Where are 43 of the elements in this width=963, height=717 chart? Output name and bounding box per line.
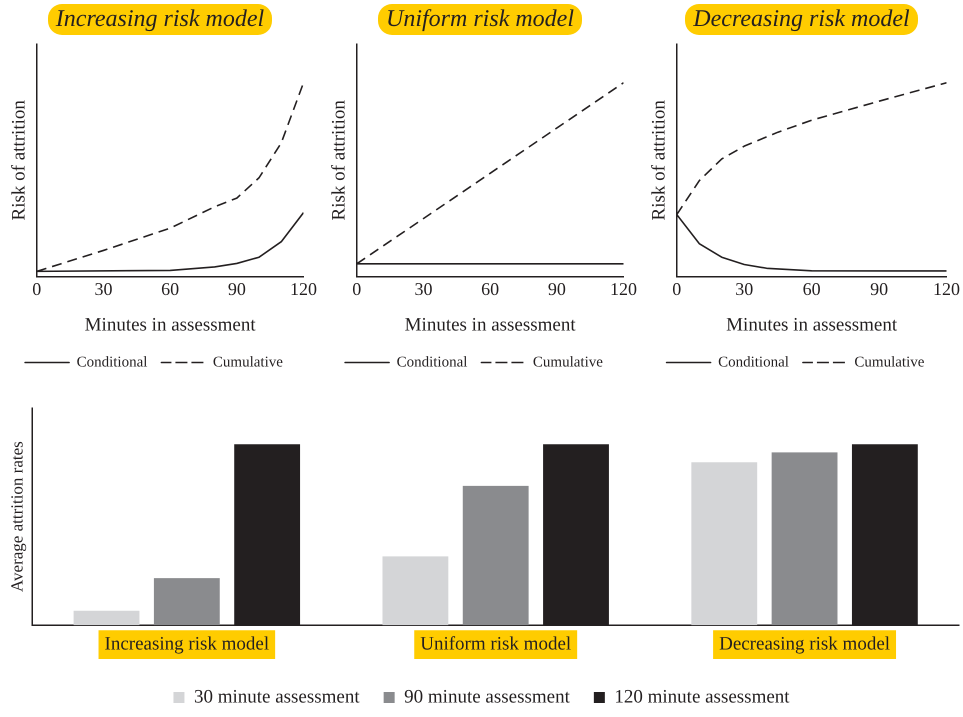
bar <box>154 578 220 626</box>
x-tick-label: 120 <box>933 279 960 300</box>
bar <box>74 610 140 626</box>
legend-label: Cumulative <box>532 354 604 370</box>
chart-title: Decreasing risk model <box>685 4 918 35</box>
x-tick-label: 30 <box>94 279 112 300</box>
y-axis-title: Average attrition rates <box>8 441 27 592</box>
legend-label: 30 minute assessment <box>194 686 360 708</box>
legend-label: Cumulative <box>212 354 284 370</box>
legend-label: 90 minute assessment <box>404 686 571 708</box>
x-tick-label: 90 <box>228 279 246 300</box>
y-axis-title: Risk of attrition <box>328 100 350 220</box>
chart-title: Uniform risk model <box>378 4 582 35</box>
x-axis-title: Minutes in assessment <box>726 314 898 336</box>
legend-label: Cumulative <box>854 354 925 370</box>
legend-label: Conditional <box>76 354 148 370</box>
x-axis-title: Minutes in assessment <box>404 314 576 336</box>
x-tick-label: 0 <box>672 279 682 300</box>
y-axis-title: Risk of attrition <box>8 100 30 220</box>
x-tick-label: 0 <box>32 279 42 300</box>
x-tick-label: 60 <box>481 279 500 300</box>
x-tick-label: 30 <box>414 279 432 300</box>
bar <box>772 452 838 626</box>
x-tick-label: 120 <box>290 279 317 300</box>
x-tick-label: 0 <box>352 279 362 300</box>
x-axis-title: Minutes in assessment <box>84 314 256 336</box>
x-tick-label: 60 <box>802 279 821 300</box>
x-tick-label: Decreasing risk model <box>719 634 890 655</box>
x-tick-label: Uniform risk model <box>420 634 572 655</box>
x-tick-label: 60 <box>161 279 180 300</box>
x-tick-label: 30 <box>735 279 754 300</box>
y-axis-title: Risk of attrition <box>648 100 670 220</box>
x-tick-label: 90 <box>548 279 566 300</box>
bar <box>382 556 448 626</box>
legend-label: Conditional <box>396 354 468 370</box>
x-tick-label: 90 <box>870 279 888 300</box>
bar <box>462 486 529 626</box>
legend-label: 120 minute assessment <box>614 686 790 708</box>
bar <box>691 462 758 626</box>
x-tick-label: 120 <box>610 279 637 300</box>
legend-label: Conditional <box>718 354 789 370</box>
x-tick-label: Increasing risk model <box>104 634 270 655</box>
chart-title: Increasing risk model <box>48 4 272 35</box>
